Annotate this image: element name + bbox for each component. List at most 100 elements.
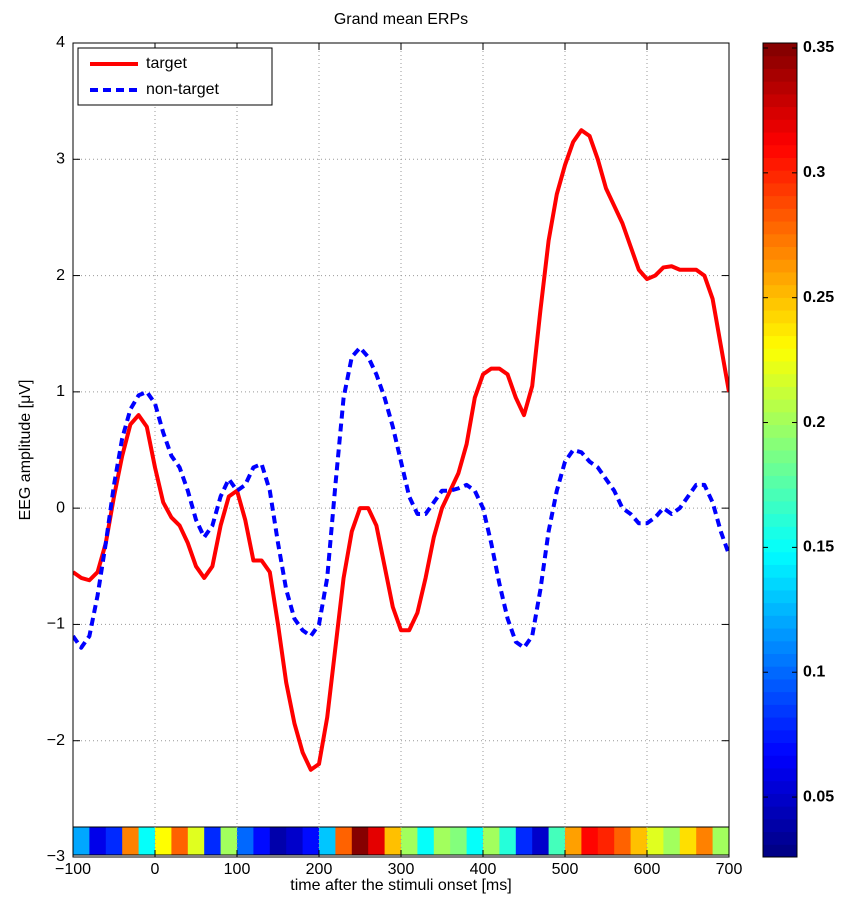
- colorbar-cell: [763, 119, 797, 133]
- y-tick-label: −1: [47, 616, 65, 633]
- strip-cell: [614, 827, 632, 855]
- strip-cell: [532, 827, 550, 855]
- colorbar-cell: [763, 144, 797, 158]
- colorbar-cell: [763, 182, 797, 197]
- strip-cell: [433, 827, 451, 855]
- colorbar-cell: [763, 526, 797, 540]
- colorbar-tick-label: 0.1: [803, 663, 825, 680]
- colorbar-cell: [763, 678, 797, 693]
- strip-cell: [597, 827, 615, 855]
- colorbar-cell: [763, 81, 797, 95]
- colorbar-cell: [763, 68, 797, 82]
- strip-cell: [204, 827, 222, 855]
- colorbar-cell: [763, 628, 797, 642]
- colorbar-cell: [763, 157, 797, 171]
- colorbar-cell: [763, 831, 797, 845]
- colorbar-cell: [763, 577, 797, 591]
- y-tick-label: 2: [56, 267, 65, 284]
- x-tick-label: 0: [151, 861, 160, 878]
- colorbar-cell: [763, 297, 797, 311]
- colorbar-cell: [763, 666, 797, 680]
- legend-box: [77, 47, 273, 106]
- colorbar-cell: [763, 717, 797, 731]
- x-tick-label: 300: [388, 861, 415, 878]
- colorbar-cell: [763, 221, 797, 235]
- strip-cell: [483, 827, 500, 855]
- strip-cell: [89, 827, 107, 855]
- colorbar-tick-label: 0.35: [803, 39, 834, 56]
- series-line: [73, 345, 729, 650]
- colorbar-cell: [763, 793, 797, 807]
- colorbar-cell: [763, 742, 797, 756]
- strip-cell: [335, 827, 353, 855]
- colorbar-cell: [763, 500, 797, 515]
- colorbar-cell: [763, 106, 797, 120]
- y-tick-label: −2: [47, 732, 65, 749]
- colorbar-cell: [763, 755, 797, 769]
- colorbar-tick-label: 0.05: [803, 788, 834, 805]
- colorbar-cell: [763, 246, 797, 260]
- colorbar-cell: [763, 208, 797, 222]
- colorbar-cell: [763, 373, 797, 387]
- colorbar-cell: [763, 322, 797, 337]
- colorbar-cell: [763, 424, 797, 438]
- x-tick-label: 200: [306, 861, 333, 878]
- y-tick-label: 1: [56, 383, 65, 400]
- strip-cell: [171, 827, 189, 855]
- colorbar-cell: [763, 488, 797, 502]
- colorbar-cell: [763, 335, 797, 349]
- colorbar-cell: [763, 399, 797, 413]
- colorbar-cell: [763, 780, 797, 794]
- strip-cell: [499, 827, 517, 855]
- strip-cell: [368, 827, 386, 855]
- strip-cell: [466, 827, 484, 855]
- strip-cell: [581, 827, 599, 855]
- colorbar-tick-label: 0.25: [803, 289, 834, 306]
- strip-cell: [712, 827, 730, 855]
- chart-title: Grand mean ERPs: [334, 11, 468, 28]
- colorbar-cell: [763, 450, 797, 464]
- strip-cell: [679, 827, 697, 855]
- colorbar-cell: [763, 310, 797, 324]
- strip-cell: [565, 827, 582, 855]
- colorbar-cell: [763, 233, 797, 247]
- colorbar-cell: [763, 132, 797, 146]
- colorbar-cell: [763, 691, 797, 705]
- colorbar-cell: [763, 640, 797, 654]
- colorbar-cell: [763, 844, 797, 858]
- strip-cell: [696, 827, 714, 855]
- colorbar-cell: [763, 411, 797, 426]
- x-tick-label: 400: [470, 861, 497, 878]
- strip-cell: [286, 827, 304, 855]
- colorbar-cell: [763, 818, 797, 833]
- strip-cell: [105, 827, 123, 855]
- colorbar-cell: [763, 589, 797, 604]
- strip-cell: [237, 827, 254, 855]
- colorbar-cell: [763, 462, 797, 476]
- colorbar-cell: [763, 271, 797, 286]
- colorbar-cell: [763, 729, 797, 744]
- colorbar-cell: [763, 475, 797, 489]
- colorbar-cell: [763, 653, 797, 667]
- strip-cell: [302, 827, 320, 855]
- colorbar-tick-label: 0.3: [803, 164, 825, 181]
- colorbar-cell: [763, 259, 797, 273]
- colorbar-frame: [762, 42, 798, 858]
- series-line: [73, 128, 729, 772]
- colorbar-cell: [763, 386, 797, 400]
- colorbar-cell: [763, 615, 797, 629]
- colorbar-cell: [763, 767, 797, 782]
- strip-cell: [450, 827, 468, 855]
- strip-cell: [401, 827, 418, 855]
- x-tick-label: 600: [634, 861, 661, 878]
- strip-cell: [155, 827, 172, 855]
- x-tick-label: 500: [552, 861, 579, 878]
- colorbar-cell: [763, 551, 797, 565]
- colorbar-tick-label: 0.15: [803, 539, 834, 556]
- plot-area: [73, 43, 729, 857]
- colorbar-cell: [763, 93, 797, 108]
- colorbar-cell: [763, 539, 797, 553]
- strip-cell: [253, 827, 271, 855]
- strip-cell: [220, 827, 238, 855]
- y-tick-label: 0: [56, 499, 65, 516]
